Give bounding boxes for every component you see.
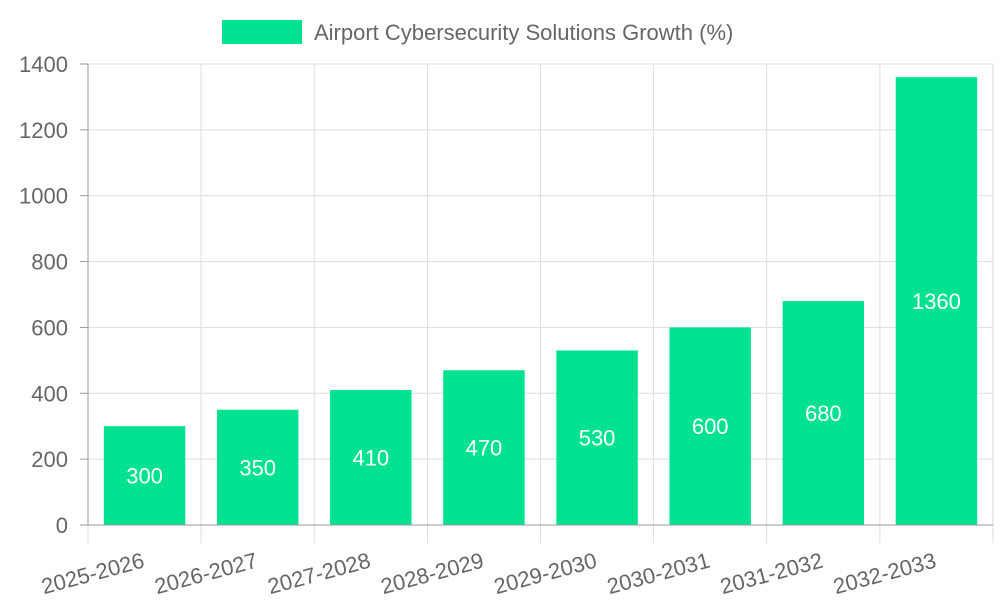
bar-2026-2027	[216, 409, 299, 525]
bar-value-label: 1360	[912, 289, 961, 314]
x-tick-label: 2032-2033	[831, 548, 939, 599]
bar-value-label: 600	[692, 414, 729, 439]
x-tick-label: 2028-2029	[378, 548, 486, 599]
legend-label: Airport Cybersecurity Solutions Growth (…	[314, 20, 733, 45]
y-tick-label: 600	[31, 315, 68, 340]
bar-2028-2029	[443, 370, 525, 525]
bar-2025-2026	[103, 426, 186, 525]
bars: 300 350 410 470 530 600 680 1360	[103, 77, 978, 526]
bar-2032-2033	[895, 77, 978, 526]
y-axis-ticks: 0 200 400 600 800 1000 1200 1400	[19, 52, 68, 538]
bar-value-label: 300	[126, 464, 163, 489]
bar-2030-2031	[669, 327, 751, 525]
axes	[80, 63, 993, 526]
x-tick-label: 2025-2026	[39, 548, 147, 599]
bar-value-label: 350	[239, 455, 276, 480]
bar-value-label: 680	[805, 401, 842, 426]
y-tick-label: 800	[31, 250, 68, 275]
bar-2031-2032	[782, 301, 865, 525]
x-tick-label: 2030-2031	[604, 548, 712, 599]
legend-swatch	[222, 20, 302, 44]
x-tick-label: 2029-2030	[491, 548, 599, 599]
bar-value-label: 470	[466, 436, 503, 461]
x-tick-label: 2031-2032	[718, 548, 826, 599]
legend: Airport Cybersecurity Solutions Growth (…	[222, 20, 733, 45]
y-tick-label: 1000	[19, 184, 68, 209]
y-tick-label: 1400	[19, 52, 68, 77]
bar-2029-2030	[556, 350, 638, 525]
y-tick-label: 200	[31, 447, 68, 472]
bar-2027-2028	[330, 389, 412, 525]
bar-value-label: 410	[352, 445, 389, 470]
x-tick-label: 2026-2027	[152, 548, 260, 599]
x-axis-ticks: 2025-2026 2026-2027 2027-2028 2028-2029 2029…	[39, 548, 939, 599]
x-tick-label: 2027-2028	[265, 548, 373, 599]
y-tick-label: 400	[31, 381, 68, 406]
grid	[87, 63, 994, 543]
bar-value-label: 530	[579, 426, 616, 451]
y-tick-label: 1200	[19, 118, 68, 143]
y-tick-label: 0	[56, 513, 68, 538]
